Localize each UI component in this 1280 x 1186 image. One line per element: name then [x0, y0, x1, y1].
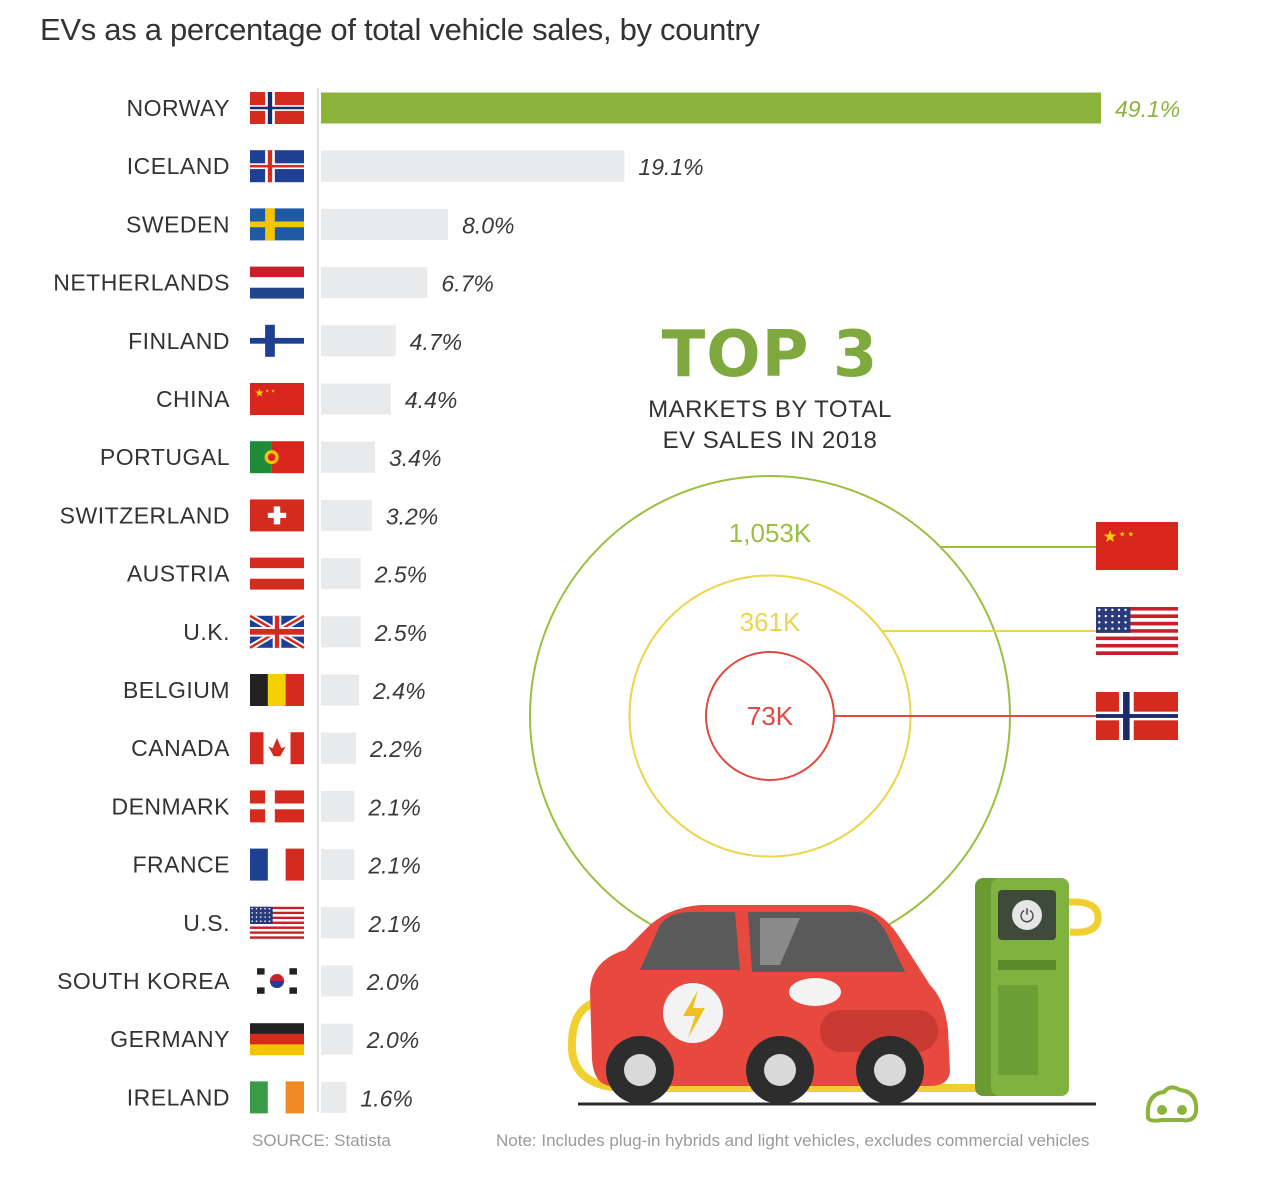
category-label: FINLAND — [128, 328, 230, 354]
iceland-flag-icon — [250, 150, 304, 183]
bar — [321, 441, 376, 473]
bar — [321, 732, 356, 764]
us-flag-icon — [250, 906, 304, 939]
switzerland-flag-icon — [250, 499, 304, 532]
value-label: 1.6% — [360, 1085, 412, 1111]
footer-source: SOURCE: Statista — [252, 1131, 391, 1150]
market-value-label: 1,053K — [729, 518, 812, 548]
value-label: 2.2% — [369, 736, 422, 762]
value-label: 2.4% — [372, 678, 425, 704]
bar — [321, 383, 391, 415]
value-label: 3.4% — [389, 445, 441, 471]
top3-heading: TOP 3 — [661, 318, 879, 392]
finland-flag-icon — [250, 324, 304, 357]
bar — [321, 790, 355, 822]
bar — [321, 325, 396, 357]
bar — [321, 499, 372, 531]
sweden-flag-icon — [250, 208, 304, 241]
category-label: CHINA — [156, 386, 230, 412]
bar — [321, 558, 361, 590]
top3-subtitle-line2: EV SALES IN 2018 — [662, 427, 878, 454]
bar — [321, 907, 355, 939]
austria-flag-icon — [250, 557, 304, 590]
value-label: 3.2% — [386, 503, 438, 529]
category-label: PORTUGAL — [100, 444, 230, 470]
svg-text:★ ★: ★ ★ — [1119, 529, 1134, 538]
category-label: SWEDEN — [126, 211, 230, 237]
china-flag-icon: ★ ★ ★ — [250, 383, 304, 415]
svg-text:★: ★ — [254, 386, 264, 399]
category-label: GERMANY — [110, 1026, 230, 1052]
svg-text:★: ★ — [1103, 526, 1118, 546]
charging-station-icon: ⏻ — [975, 878, 1069, 1096]
norway-flag-icon — [1096, 692, 1178, 740]
category-label: SOUTH KOREA — [57, 968, 230, 994]
value-label: 2.0% — [366, 969, 419, 995]
bar — [321, 674, 360, 706]
top3-subtitle-line1: MARKETS BY TOTAL — [648, 396, 892, 423]
category-label: CANADA — [131, 735, 230, 761]
germany-flag-icon — [250, 1023, 304, 1056]
category-label: ICELAND — [127, 153, 230, 179]
bar — [321, 849, 355, 881]
bar — [321, 267, 428, 299]
svg-text:★ ★: ★ ★ — [265, 389, 275, 395]
value-label: 2.5% — [374, 620, 427, 646]
category-label: FRANCE — [132, 852, 230, 878]
belgium-flag-icon — [250, 674, 304, 706]
value-label: 19.1% — [638, 154, 703, 180]
bar — [321, 92, 1101, 124]
value-label: 49.1% — [1115, 96, 1180, 122]
value-label: 8.0% — [462, 212, 514, 238]
category-label: IRELAND — [127, 1084, 230, 1110]
norway-flag-icon — [250, 92, 304, 124]
market-value-label: 73K — [747, 701, 794, 731]
france-flag-icon — [250, 848, 304, 881]
value-label: 2.1% — [367, 794, 420, 820]
south-korea-flag-icon — [250, 965, 304, 997]
market-value-label: 361K — [740, 607, 801, 637]
chart-title: EVs as a percentage of total vehicle sal… — [40, 12, 760, 47]
category-label: NORWAY — [126, 95, 230, 121]
bar — [321, 208, 449, 240]
netherlands-flag-icon — [250, 266, 304, 299]
category-label: U.S. — [183, 910, 230, 936]
category-label: SWITZERLAND — [60, 502, 230, 528]
canada-flag-icon — [250, 732, 304, 765]
value-label: 6.7% — [441, 271, 493, 297]
bar — [321, 1081, 347, 1113]
logo-icon — [1145, 1085, 1199, 1123]
category-label: AUSTRIA — [127, 561, 230, 587]
ireland-flag-icon — [250, 1081, 304, 1114]
bar — [321, 1023, 353, 1055]
category-label: DENMARK — [111, 793, 230, 819]
bar — [321, 965, 353, 997]
svg-text:⏻: ⏻ — [1020, 906, 1034, 927]
value-label: 2.5% — [374, 562, 427, 588]
top3-subtitle: MARKETS BY TOTAL EV SALES IN 2018 — [600, 394, 940, 456]
portugal-flag-icon — [250, 441, 304, 474]
category-label: U.K. — [183, 619, 230, 645]
footer-note: Note: Includes plug-in hybrids and light… — [496, 1131, 1090, 1150]
value-label: 4.4% — [405, 387, 457, 413]
bar — [321, 150, 625, 182]
us-flag-icon — [1096, 607, 1178, 655]
uk-flag-icon — [248, 613, 306, 651]
category-label: NETHERLANDS — [53, 270, 230, 296]
denmark-flag-icon — [250, 790, 304, 823]
china-flag-icon: ★ ★ ★ — [1096, 522, 1178, 570]
value-label: 2.0% — [366, 1027, 419, 1053]
value-label: 2.1% — [367, 911, 420, 937]
category-label: BELGIUM — [123, 677, 230, 703]
bar — [321, 616, 361, 648]
value-label: 4.7% — [410, 329, 462, 355]
value-label: 2.1% — [367, 853, 420, 879]
